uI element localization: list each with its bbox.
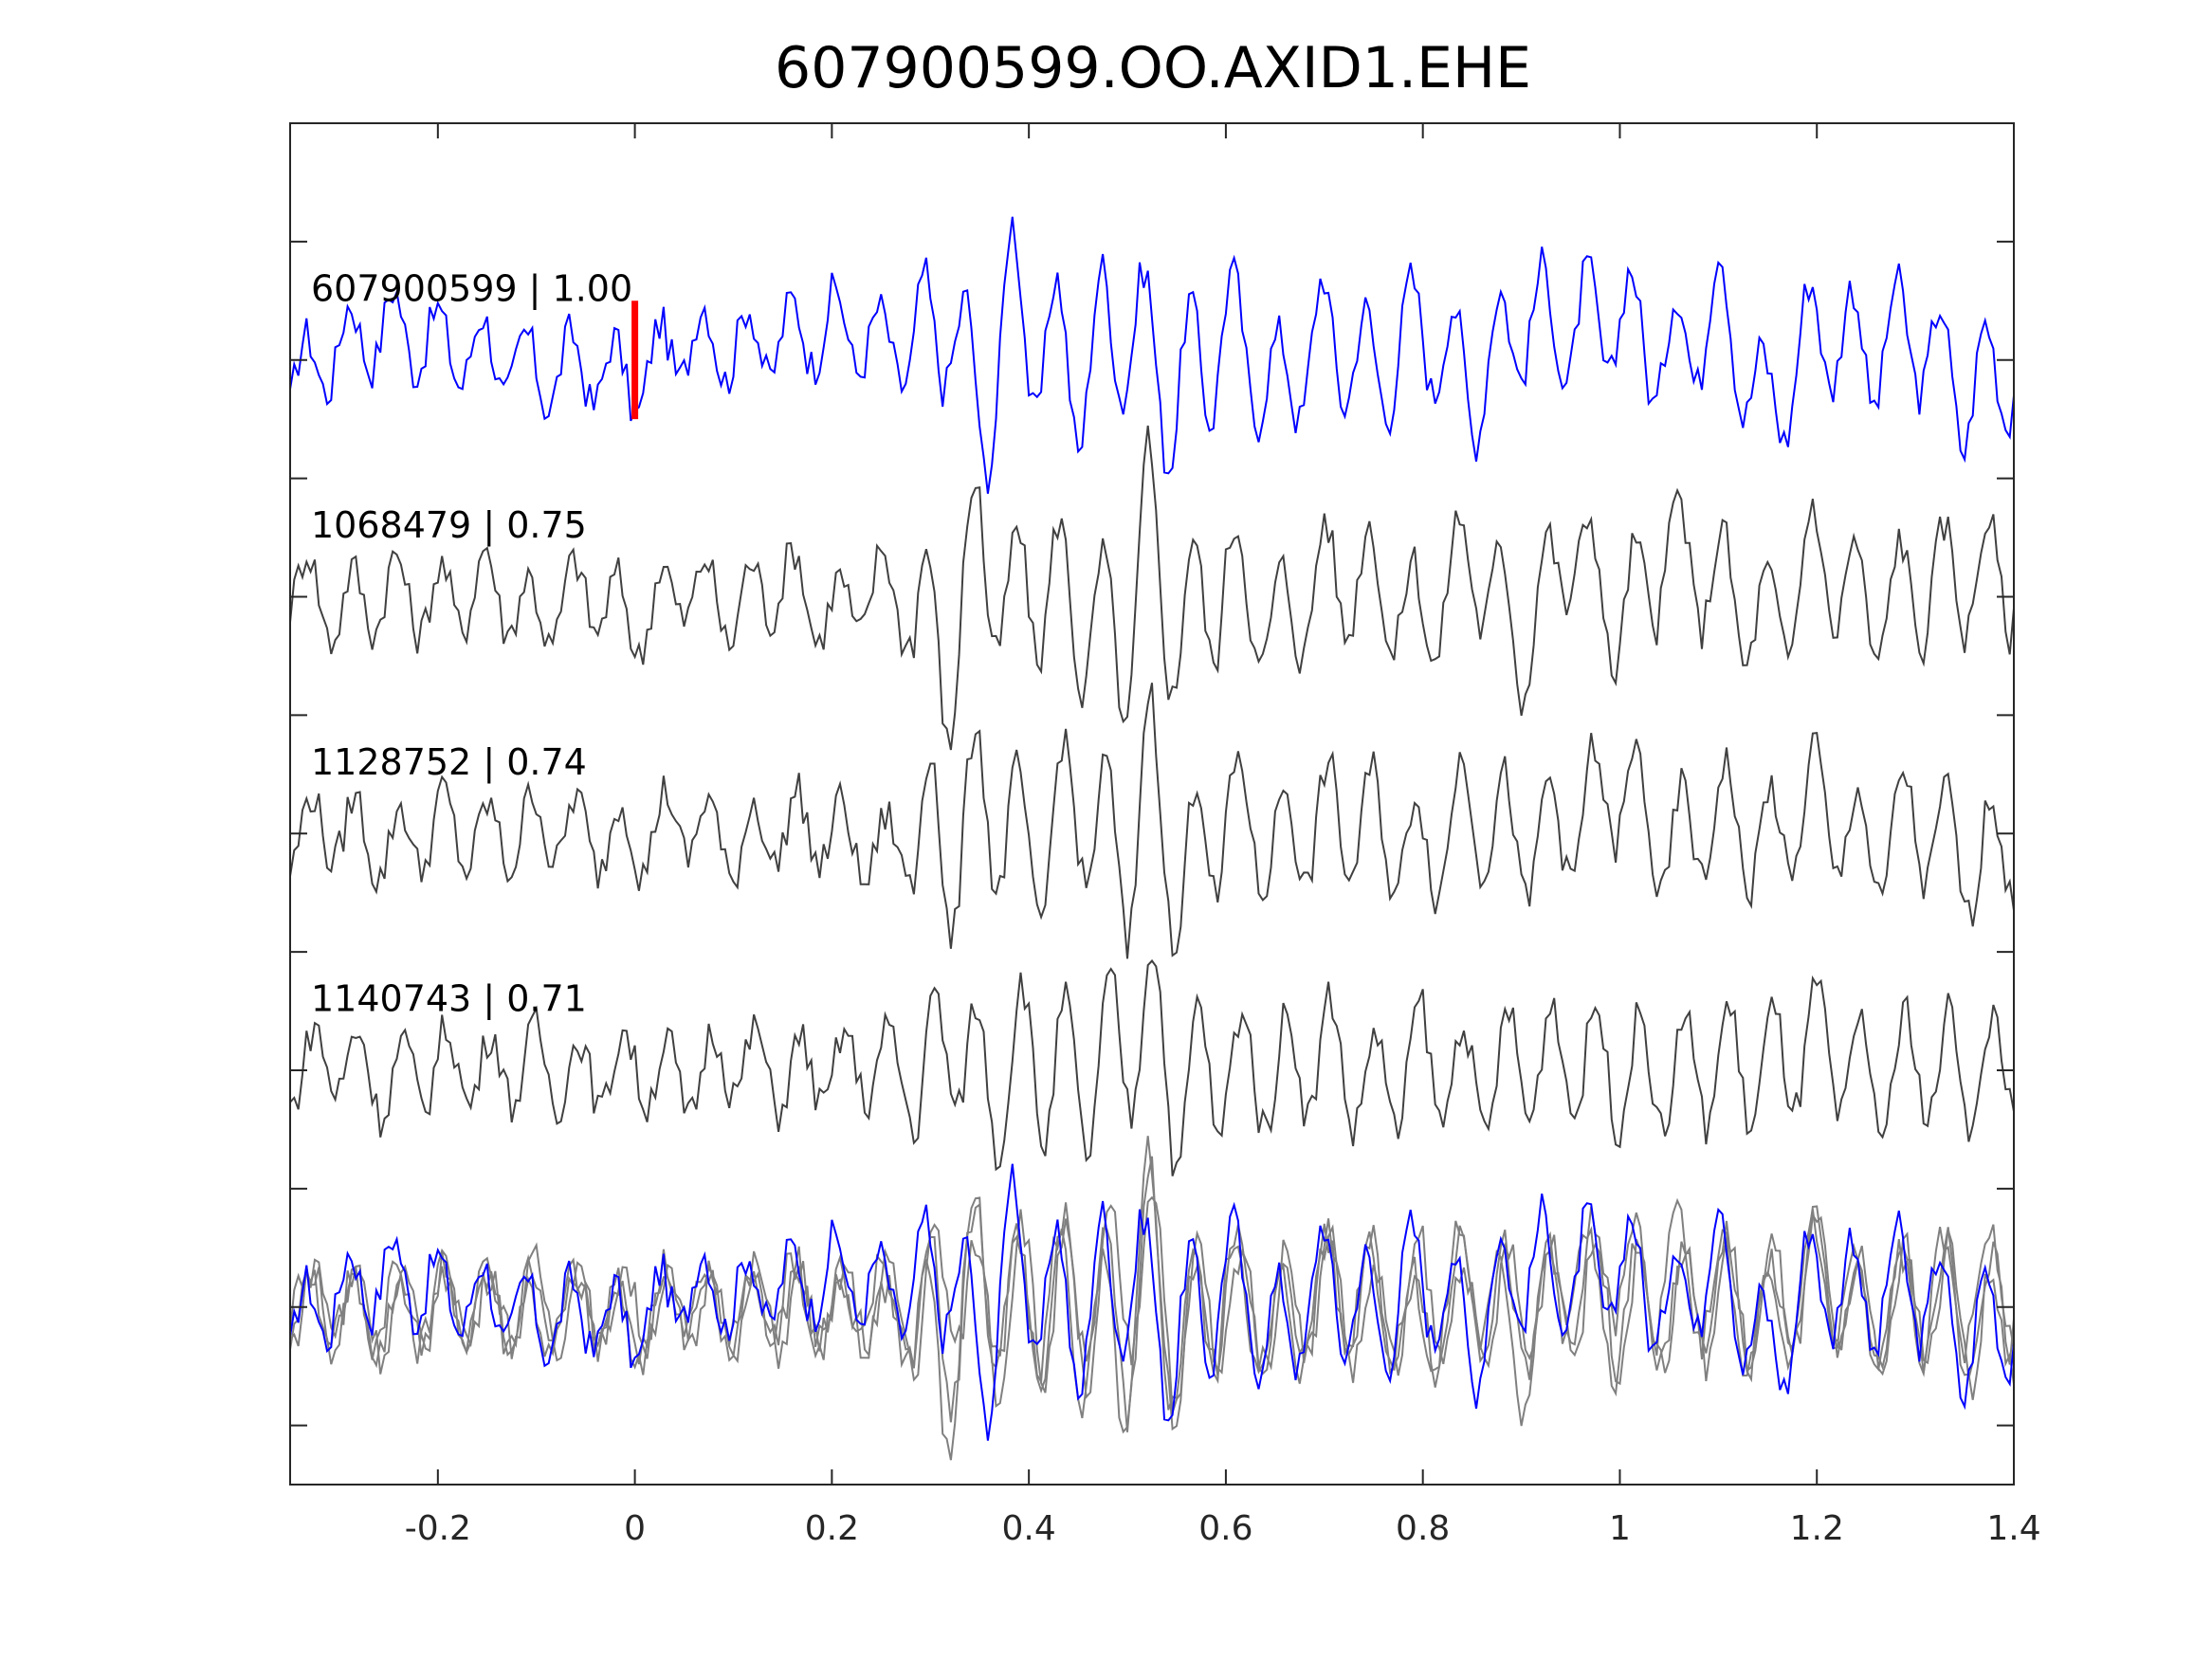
x-tick-label: 1 [1609, 1509, 1631, 1548]
x-tick-label: 0.2 [805, 1509, 859, 1548]
trace-3 [289, 958, 2015, 1176]
axes-box [289, 122, 2015, 1486]
trace-label-3: 1140743 | 0.71 [311, 978, 587, 1021]
chart-title: 607900599.OO.AXID1.EHE [775, 35, 1531, 101]
trace-0 [289, 216, 2015, 494]
trace-label-0: 607900599 | 1.00 [311, 267, 632, 310]
x-tick-label: 0 [624, 1509, 646, 1548]
overlay-trace-2 [289, 1156, 2015, 1432]
x-tick-label: 0.4 [1002, 1509, 1056, 1548]
overlay-trace-main [289, 1163, 2015, 1441]
x-tick-label: 1.4 [1986, 1509, 2040, 1548]
x-tick-label: -0.2 [405, 1509, 471, 1548]
x-tick-label: 1.2 [1790, 1509, 1844, 1548]
trace-label-2: 1128752 | 0.74 [311, 741, 587, 784]
trace-label-1: 1068479 | 0.75 [311, 504, 587, 547]
trace-1 [289, 425, 2015, 751]
x-tick-label: 0.6 [1198, 1509, 1252, 1548]
traces-layer [289, 216, 2015, 1461]
trace-2 [289, 683, 2015, 959]
overlay-trace-1 [289, 1136, 2015, 1461]
x-tick-label: 0.8 [1396, 1509, 1450, 1548]
axes-layer: -0.2 0 0.2 0.4 0.6 0.8 1 1.2 1.4 [289, 122, 2041, 1548]
labels-layer: 607900599 | 1.00 1068479 | 0.75 1128752 | … [311, 267, 632, 1020]
overlay-trace-3 [289, 1195, 2015, 1413]
